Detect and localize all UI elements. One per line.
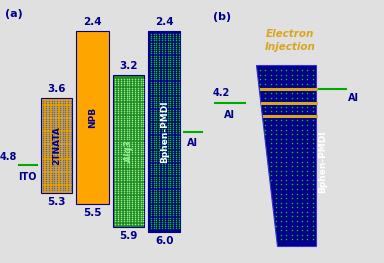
Text: ITO: ITO (18, 172, 37, 182)
Text: Electron
Injection: Electron Injection (265, 29, 316, 52)
Text: NPB: NPB (88, 107, 97, 128)
Text: Bphen-PMDI: Bphen-PMDI (160, 100, 169, 163)
Bar (76, 31, 109, 204)
Text: Al: Al (348, 93, 359, 103)
Text: 4.2: 4.2 (164, 118, 181, 128)
Text: (a): (a) (5, 9, 23, 19)
Text: 5.3: 5.3 (47, 197, 66, 207)
Text: Alq3: Alq3 (124, 140, 133, 163)
Text: 2.4: 2.4 (83, 17, 102, 27)
Text: 4.8: 4.8 (0, 152, 17, 162)
Bar (41, 98, 72, 193)
Text: 2TNATA: 2TNATA (52, 126, 61, 165)
Text: (b): (b) (213, 12, 231, 22)
Text: Bphen-PMDI: Bphen-PMDI (318, 130, 327, 193)
Text: 2.4: 2.4 (155, 17, 174, 27)
Text: 5.9: 5.9 (119, 231, 138, 241)
Text: 3.6: 3.6 (47, 84, 66, 94)
Text: Al: Al (187, 138, 198, 148)
Text: 5.5: 5.5 (83, 208, 102, 218)
Bar (149, 31, 180, 232)
Text: 3.2: 3.2 (119, 62, 138, 72)
Text: Al: Al (224, 110, 235, 120)
Bar (113, 75, 144, 227)
Text: 4.2: 4.2 (213, 88, 230, 98)
Text: 6.0: 6.0 (155, 236, 174, 246)
Polygon shape (256, 65, 316, 246)
